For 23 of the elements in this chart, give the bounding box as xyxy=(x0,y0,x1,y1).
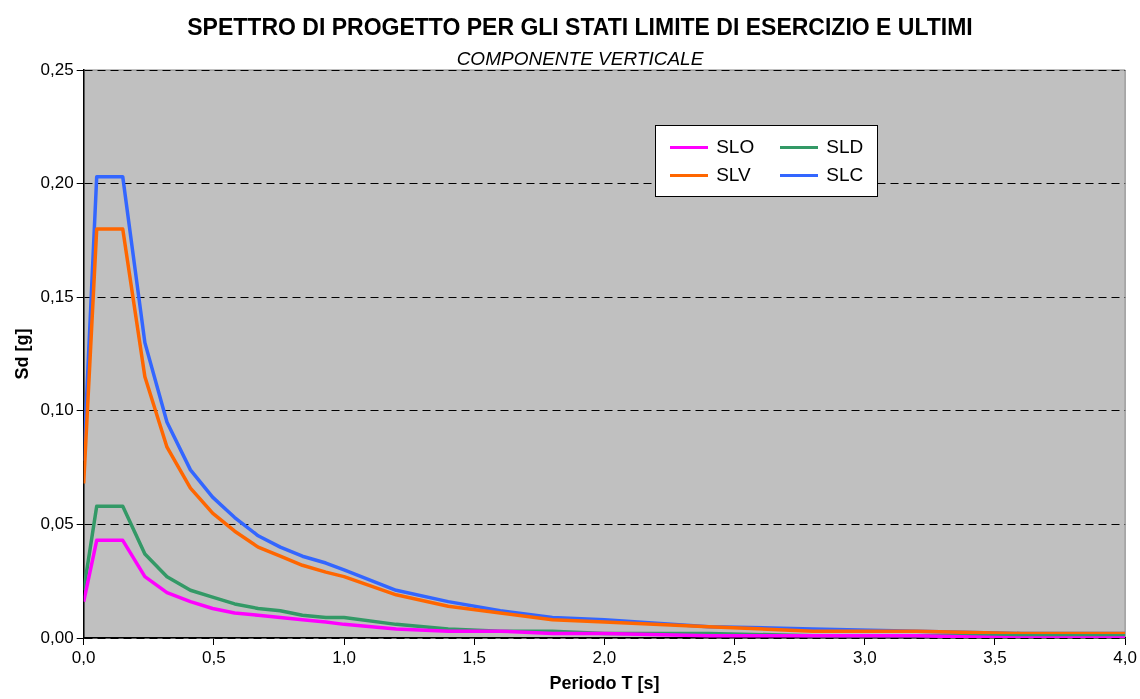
legend-label: SLC xyxy=(826,164,864,186)
x-tick-label: 1,5 xyxy=(462,647,487,667)
legend-label: SLV xyxy=(716,164,751,186)
y-tick-label: 0,00 xyxy=(40,627,74,647)
x-tick-label: 0,0 xyxy=(71,647,96,667)
legend-label: SLO xyxy=(716,136,755,158)
legend-label: SLD xyxy=(826,136,864,158)
x-tick-label: 3,5 xyxy=(983,647,1007,667)
x-tick-label: 0,5 xyxy=(202,647,226,667)
y-tick-label: 0,10 xyxy=(40,400,74,420)
x-axis-title: Periodo T [s] xyxy=(549,673,660,694)
x-tick-label: 4,0 xyxy=(1113,647,1137,667)
y-tick-label: 0,05 xyxy=(40,514,74,534)
y-axis-title: Sd [g] xyxy=(11,328,32,380)
x-tick-label: 1,0 xyxy=(332,647,356,667)
chart-title: SPETTRO DI PROGETTO PER GLI STATI LIMITE DI ESERCIZIO E ULTIMI xyxy=(186,14,974,41)
y-tick-label: 0,20 xyxy=(40,173,74,193)
chart-subtitle: COMPONENTE VERTICALE xyxy=(456,48,704,69)
x-tick-label: 3,0 xyxy=(852,647,877,667)
y-tick-label: 0,25 xyxy=(40,59,74,79)
x-tick-label: 2,5 xyxy=(722,647,747,667)
y-tick-label: 0,15 xyxy=(40,286,74,306)
x-tick-label: 2,0 xyxy=(592,647,617,667)
